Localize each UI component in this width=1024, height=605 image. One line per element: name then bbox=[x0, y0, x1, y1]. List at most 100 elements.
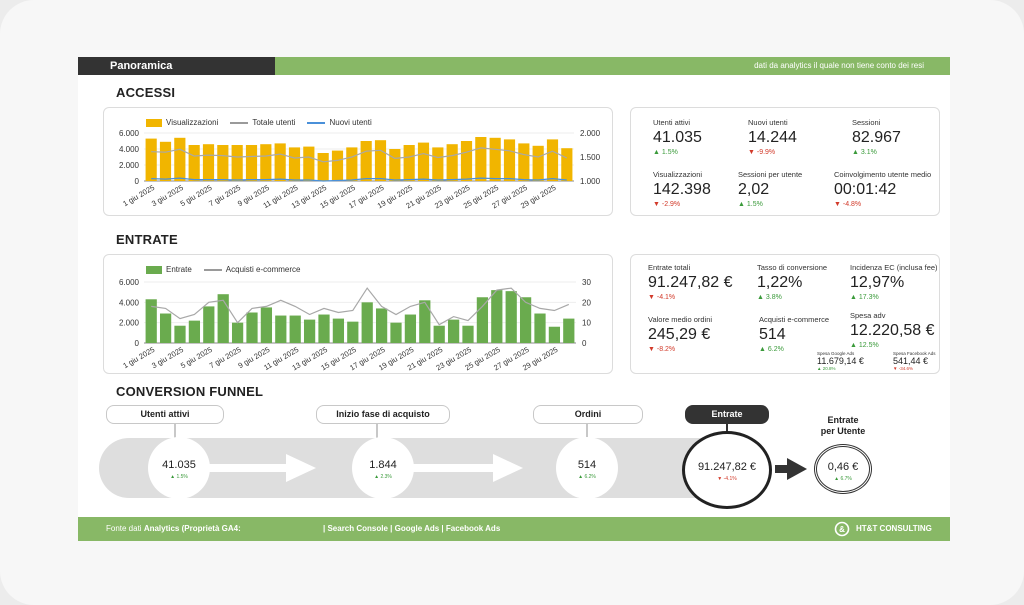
bar bbox=[317, 153, 329, 181]
y-tick-label-left: 6.000 bbox=[119, 278, 140, 287]
funnel-circle-inizio-acquisto: 1.844 ▲ 2.3% bbox=[352, 437, 414, 499]
y-tick-label-left: 2.000 bbox=[119, 161, 140, 170]
kpi-value: 514 bbox=[759, 326, 786, 343]
bar bbox=[145, 299, 157, 343]
legend-item-acquisti[interactable]: Acquisti e-commerce bbox=[203, 265, 301, 274]
funnel-delta: ▲ 6.7% bbox=[834, 476, 852, 482]
bar bbox=[503, 139, 516, 181]
mini-delta: ▲ 20.8% bbox=[817, 366, 836, 371]
mini-kpi-facebook-ads[interactable]: Spesa Facebook Ads 541,44 € ▼ -34.6% bbox=[893, 351, 936, 371]
brand-logo-icon: & bbox=[834, 521, 850, 537]
kpi-label: Visualizzazioni bbox=[653, 170, 703, 179]
kpi-label: Spesa adv bbox=[850, 311, 886, 320]
section-title-entrate: ENTRATE bbox=[116, 232, 178, 247]
funnel-delta: ▲ 2.3% bbox=[374, 474, 392, 480]
bar bbox=[288, 147, 301, 181]
bar bbox=[332, 318, 345, 343]
kpi-visualizzazioni[interactable]: Visualizzazioni 142.398 ▼ -2.9% bbox=[653, 170, 758, 208]
kpi-spesa-adv[interactable]: Spesa adv 12.220,58 € ▲ 12.5% bbox=[850, 311, 950, 349]
bar bbox=[159, 141, 172, 181]
y-tick-label-right: 2.000 bbox=[580, 129, 601, 138]
kpi-acquisti-e-commerce[interactable]: Acquisti e-commerce 514 ▲ 6.2% bbox=[759, 315, 859, 353]
bar bbox=[347, 321, 359, 343]
kpi-value: 91.247,82 € bbox=[648, 274, 733, 291]
kpi-label: Acquisti e-commerce bbox=[759, 315, 830, 324]
legend-label: Acquisti e-commerce bbox=[225, 265, 301, 274]
legend-swatch bbox=[230, 121, 249, 124]
bar bbox=[303, 319, 316, 343]
kpi-delta: ▼ -8.2% bbox=[648, 346, 676, 353]
kpi-sessioni-per-utente[interactable]: Sessioni per utente 2,02 ▲ 1.5% bbox=[738, 170, 843, 208]
legend-swatch bbox=[307, 121, 326, 124]
kpi-value: 2,02 bbox=[738, 181, 770, 198]
y-tick-label-left: 0 bbox=[135, 177, 140, 186]
bar bbox=[432, 147, 444, 181]
funnel-circle-per-utente: 0,46 € ▲ 6.7% bbox=[814, 444, 872, 494]
legend-item-entrate[interactable]: Entrate bbox=[146, 265, 192, 274]
bar bbox=[174, 137, 186, 181]
bar bbox=[447, 319, 460, 343]
per-user-title-line2: per Utente bbox=[820, 426, 866, 436]
y-tick-label-right: 1.000 bbox=[580, 177, 601, 186]
kpi-sessioni[interactable]: Sessioni 82.967 ▲ 3.1% bbox=[852, 118, 957, 156]
accessi-legend: Visualizzazioni Totale utenti Nuovi uten… bbox=[146, 118, 372, 127]
per-user-title-line1: Entrate bbox=[827, 415, 859, 425]
kpi-entrate-totali[interactable]: Entrate totali 91.247,82 € ▼ -4.1% bbox=[648, 263, 748, 301]
legend-item-nuovi-utenti[interactable]: Nuovi utenti bbox=[307, 118, 372, 127]
legend-item-totale-utenti[interactable]: Totale utenti bbox=[230, 118, 295, 127]
bar bbox=[159, 313, 172, 343]
legend-swatch bbox=[146, 265, 162, 274]
bar bbox=[217, 145, 229, 181]
series-line-totale-utenti bbox=[151, 147, 568, 163]
kpi-coinvolgimento-utente-medio[interactable]: Coinvolgimento utente medio 00:01:42 ▼ -… bbox=[834, 170, 939, 208]
kpi-valore-medio-ordini[interactable]: Valore medio ordini 245,29 € ▼ -8.2% bbox=[648, 315, 748, 353]
kpi-delta: ▲ 3.8% bbox=[757, 294, 782, 301]
kpi-label: Coinvolgimento utente medio bbox=[834, 170, 932, 179]
svg-text:&: & bbox=[839, 525, 845, 534]
kpi-value: 41.035 bbox=[653, 129, 702, 146]
bar bbox=[188, 320, 201, 343]
bar bbox=[460, 141, 473, 181]
funnel-arrow-2 bbox=[413, 454, 523, 482]
kpi-utenti-attivi[interactable]: Utenti attivi 41.035 ▲ 1.5% bbox=[653, 118, 758, 156]
kpi-incidenza-ec-inclusa-fee-[interactable]: Incidenza EC (inclusa fee) 12,97% ▲ 17.3… bbox=[850, 263, 950, 301]
funnel-arrow-3 bbox=[775, 458, 807, 480]
x-tick-label: 1 giu 2025 bbox=[121, 345, 156, 370]
entrate-legend: Entrate Acquisti e-commerce bbox=[146, 265, 300, 274]
bar bbox=[231, 145, 243, 181]
y-tick-label-right: 30 bbox=[582, 278, 591, 287]
x-tick-label: 5 giu 2025 bbox=[179, 345, 214, 370]
top-bar-title-block bbox=[78, 57, 275, 75]
kpi-value: 142.398 bbox=[653, 181, 711, 198]
kpi-tasso-di-conversione[interactable]: Tasso di conversione 1,22% ▲ 3.8% bbox=[757, 263, 857, 301]
bar bbox=[419, 300, 431, 343]
legend-swatch bbox=[203, 268, 222, 271]
bar bbox=[491, 290, 503, 343]
kpi-delta: ▼ -4.1% bbox=[648, 294, 676, 301]
kpi-label: Nuovi utenti bbox=[748, 118, 788, 127]
bar bbox=[446, 144, 458, 181]
funnel-circle-entrate: 91.247,82 € ▼ -4.1% bbox=[682, 431, 772, 509]
bar bbox=[361, 302, 373, 343]
funnel-stem bbox=[174, 424, 176, 438]
bar bbox=[245, 145, 258, 181]
bar bbox=[375, 308, 388, 343]
bar bbox=[331, 150, 344, 181]
kpi-label: Utenti attivi bbox=[653, 118, 691, 127]
bar bbox=[505, 291, 517, 343]
kpi-label: Entrate totali bbox=[648, 263, 691, 272]
funnel-delta: ▼ -4.1% bbox=[717, 476, 737, 482]
mini-kpi-google-ads[interactable]: Spesa Google Ads 11.679,14 € ▲ 20.8% bbox=[817, 351, 864, 371]
kpi-nuovi-utenti[interactable]: Nuovi utenti 14.244 ▼ -9.9% bbox=[748, 118, 853, 156]
kpi-label: Valore medio ordini bbox=[648, 315, 713, 324]
section-title-funnel: CONVERSION FUNNEL bbox=[116, 384, 264, 399]
bar bbox=[217, 294, 229, 343]
bar bbox=[203, 306, 215, 343]
y-tick-label-left: 0 bbox=[135, 339, 140, 348]
kpi-delta: ▲ 1.5% bbox=[738, 201, 763, 208]
legend-label: Nuovi utenti bbox=[329, 118, 372, 127]
kpi-delta: ▲ 6.2% bbox=[759, 346, 784, 353]
legend-item-visualizzazioni[interactable]: Visualizzazioni bbox=[146, 118, 218, 127]
bar bbox=[346, 147, 358, 181]
series-line-nuovi-utenti bbox=[151, 177, 567, 182]
